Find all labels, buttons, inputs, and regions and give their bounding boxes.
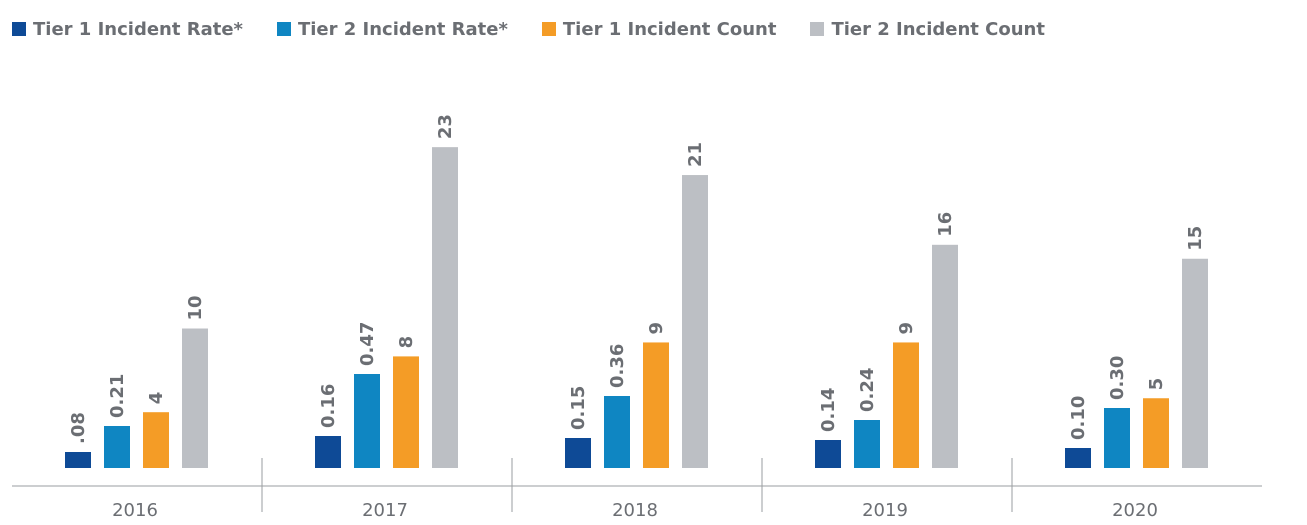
value-label-tier2-rate-2016: 0.21 [107,374,128,418]
year-label-2017: 2017 [362,500,408,521]
legend-swatch-tier1-rate [12,22,26,36]
legend-swatch-tier2-count [810,22,825,36]
bar-tier2-count-2017 [432,147,458,468]
bar-tier2-rate-2016 [104,426,130,468]
legend-item-tier1-count: Tier 1 Incident Count [541,18,777,40]
value-label-tier2-count-2018: 21 [685,142,706,167]
year-label-2019: 2019 [862,500,908,521]
value-label-tier1-count-2019: 9 [896,322,917,335]
bar-tier1-count-2019 [893,342,919,468]
bar-tier1-rate-2019 [815,440,841,468]
legend-swatch-tier1-count [541,22,556,36]
value-label-tier1-count-2018: 9 [646,322,667,335]
value-label-tier1-rate-2018: 0.15 [568,386,589,430]
bar-tier2-count-2018 [682,175,708,469]
value-labels-group: .08 0.21 4 10 0.16 0.47 8 23 0.15 0.36 9 21 0.14 0.24… [68,114,1206,444]
legend-label-tier2-count: Tier 2 Incident Count [831,18,1045,40]
year-label-2018: 2018 [612,500,658,521]
value-label-tier2-rate-2019: 0.24 [857,368,878,412]
bar-tier1-count-2017 [393,356,419,468]
bar-tier2-count-2019 [932,244,958,468]
legend: Tier 1 Incident Rate* Tier 2 Incident Ra… [12,16,1079,42]
bars-group [65,147,1208,469]
legend-swatch-tier2-rate [276,22,291,36]
value-label-tier1-rate-2020: 0.10 [1068,396,1089,440]
value-label-tier2-rate-2018: 0.36 [607,344,628,388]
bar-tier1-rate-2016 [65,452,91,468]
legend-item-tier1-rate: Tier 1 Incident Rate* [12,19,243,40]
legend-label-tier1-count: Tier 1 Incident Count [562,18,777,40]
bar-tier1-count-2018 [643,342,669,468]
bar-tier2-count-2016 [182,328,208,468]
legend-label-tier1-rate: Tier 1 Incident Rate* [33,18,243,40]
year-label-2020: 2020 [1112,500,1158,521]
bar-tier1-count-2020 [1143,398,1169,468]
bar-tier2-count-2020 [1182,258,1208,468]
bar-tier1-rate-2020 [1065,448,1091,468]
value-label-tier1-rate-2017: 0.16 [318,384,339,428]
value-label-tier1-count-2020: 5 [1146,378,1167,391]
bar-tier2-rate-2018 [604,396,630,468]
value-label-tier1-rate-2019: 0.14 [818,388,839,432]
value-label-tier2-count-2017: 23 [435,114,456,139]
value-label-tier1-rate-2016: .08 [68,412,89,444]
year-labels-group: 2016 2017 2018 2019 2020 [112,500,1158,521]
bar-tier2-rate-2017 [354,374,380,468]
legend-item-tier2-count: Tier 2 Incident Count [810,19,1045,40]
bar-tier1-rate-2017 [315,436,341,468]
year-label-2016: 2016 [112,500,158,521]
value-label-tier1-count-2016: 4 [146,392,167,405]
value-label-tier2-count-2016: 10 [185,295,206,320]
bar-tier1-rate-2018 [565,438,591,468]
value-label-tier2-rate-2020: 0.30 [1107,356,1128,400]
value-label-tier2-count-2020: 15 [1185,226,1206,251]
legend-item-tier2-rate: Tier 2 Incident Rate* [276,18,508,40]
value-label-tier1-count-2017: 8 [396,336,417,349]
bar-tier2-rate-2020 [1104,408,1130,468]
bar-tier2-rate-2019 [854,420,880,468]
legend-label-tier2-rate: Tier 2 Incident Rate* [297,18,508,40]
x-axis [12,458,1262,512]
value-label-tier2-count-2019: 16 [935,212,956,237]
value-label-tier2-rate-2017: 0.47 [357,322,378,366]
bar-tier1-count-2016 [143,412,169,468]
